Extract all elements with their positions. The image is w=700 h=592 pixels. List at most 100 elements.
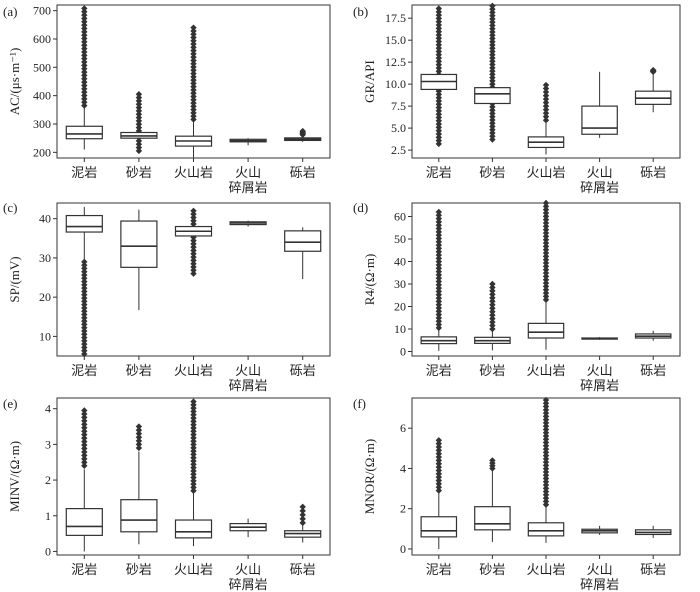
outlier-point [435,134,442,141]
y-tick-label: 10.0 [385,77,406,91]
y-tick-label: 2.5 [391,143,406,157]
outlier-point [190,480,197,488]
outlier-point [542,253,550,260]
outlier-point [489,315,496,322]
x-tick-label: 砾岩 [640,363,666,378]
outlier-point [81,88,88,96]
outlier-point [489,15,496,23]
outlier-point [81,331,88,338]
x-tick-label: 泥岩 [426,363,452,378]
x-tick-label: 砾岩 [290,562,316,577]
outlier-point [299,515,306,523]
outlier-point [190,421,197,428]
outlier-point [81,298,88,305]
outlier-point [190,270,197,277]
outlier-point [135,101,143,108]
outlier-point [542,216,550,223]
x-tick-label: 碎屑岩 [229,180,268,195]
outlier-point [81,5,88,12]
panel-label: (a) [3,4,17,19]
outlier-point [81,438,88,445]
y-axis-label: MINV/(Ω·m) [7,441,22,512]
outlier-point [435,473,442,481]
y-tick-label: 200 [33,145,51,159]
y-axis-label: AC/(μs·m⁻¹) [7,48,22,116]
x-tick-label: 砾岩 [640,165,666,180]
x-tick-label: 泥岩 [71,562,97,577]
outlier-point [81,334,88,341]
outlier-point [190,464,197,471]
outlier-point [135,434,143,441]
outlier-point [542,445,550,453]
outlier-point [542,223,550,230]
outlier-point [435,278,442,285]
outlier-point [489,136,496,143]
y-tick-label: 0 [45,544,51,558]
outlier-point [489,45,496,52]
box-group [527,199,565,350]
box-group [174,398,213,547]
outlier-point [135,430,143,437]
outlier-point [81,75,88,82]
outlier-point [435,450,442,457]
outlier-point [81,421,88,428]
outlier-point [542,239,550,247]
outlier-point [190,103,197,110]
outlier-point [190,434,197,442]
outlier-point [435,127,442,134]
outlier-point [190,27,197,35]
outlier-point [435,324,442,332]
y-tick-label: 0 [400,542,406,556]
outlier-point [135,114,143,121]
outlier-point [299,503,306,511]
outlier-point [435,248,442,255]
outlier-point [489,291,496,298]
outlier-point [190,86,197,94]
outlier-point [135,97,143,105]
outlier-point [489,35,496,42]
y-tick-label: 60 [394,210,406,224]
outlier-point [435,291,442,298]
outlier-point [542,442,550,450]
outlier-point [81,48,88,56]
outlier-point [542,406,550,414]
x-tick-label: 砂岩 [479,562,505,577]
outlier-point [489,287,496,295]
outlier-point [435,241,442,249]
outlier-point [542,233,550,240]
outlier-point [435,281,442,289]
outlier-point [435,294,442,302]
outlier-point [81,294,88,302]
outlier-point [542,199,550,207]
outlier-point [435,5,442,12]
box-group [284,127,322,142]
outlier-point [435,268,442,275]
box-group [174,207,213,277]
outlier-point [81,417,88,425]
y-tick-label: 10 [39,329,51,343]
chart-panel: (a) 200 300 400 500 600 700 AC/(μs·m⁻¹) 泥岩 砂岩 火山岩 火… [3,4,331,195]
outlier-point [135,437,143,445]
box-iqr [120,499,158,533]
outlier-point [435,238,442,245]
outlier-point [190,444,197,452]
outlier-point [435,261,442,269]
outlier-point [542,462,550,469]
outlier-point [190,96,197,103]
outlier-point [542,95,550,103]
box-group [474,457,511,542]
outlier-point [542,236,550,243]
y-axis-label: SP/(mV) [7,256,22,302]
outlier-point [435,284,442,292]
outlier-point [190,214,197,221]
outlier-point [81,441,88,449]
outlier-point [190,44,197,51]
box-group [65,206,103,358]
y-tick-label: 12.5 [385,55,406,69]
outlier-point [81,18,88,26]
outlier-point [435,124,442,131]
outlier-point [542,276,550,283]
y-axis-label: R4/(Ω·m) [362,254,377,306]
